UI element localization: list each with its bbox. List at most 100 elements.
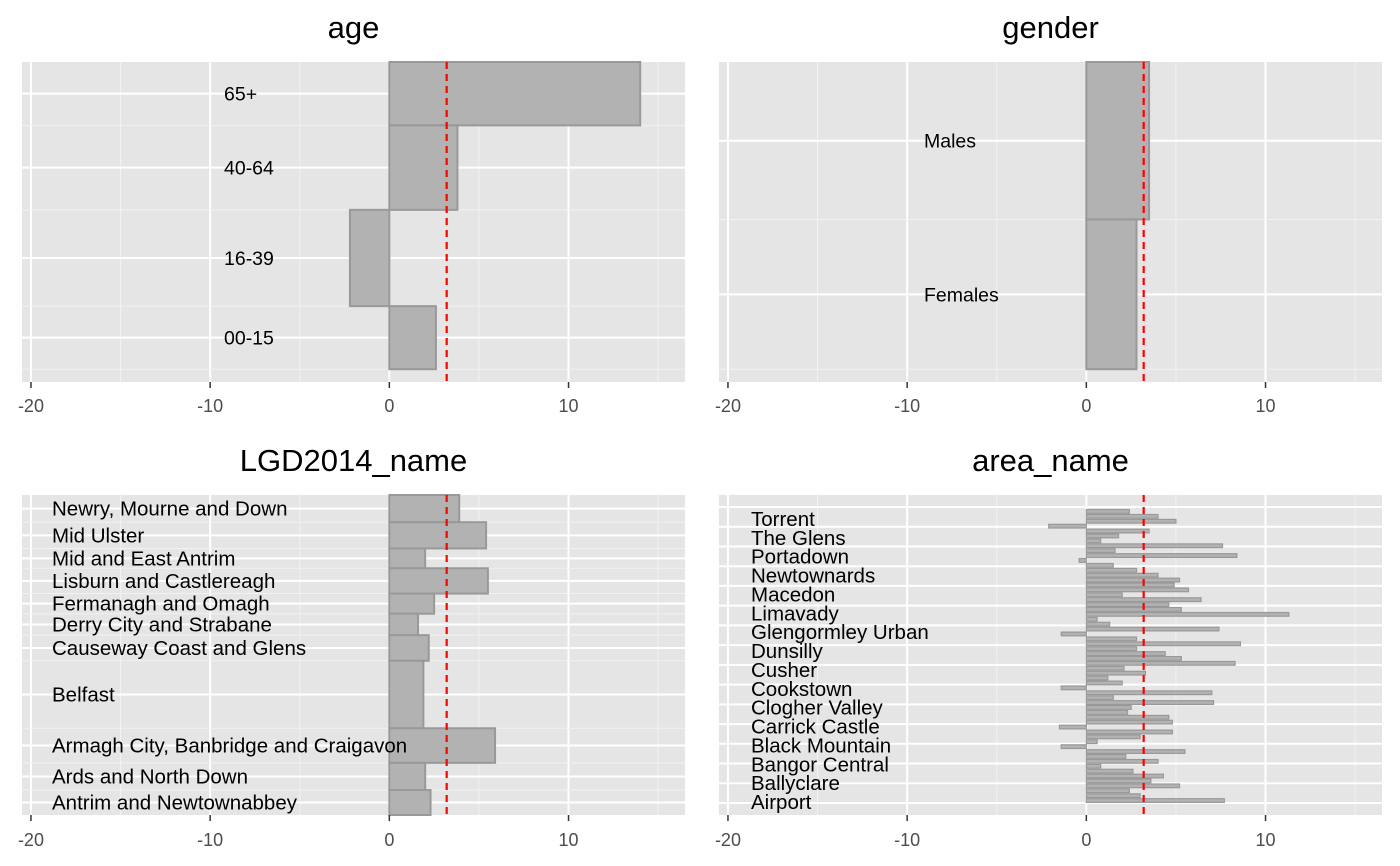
bar [1085, 719, 1173, 725]
bar [1085, 749, 1186, 755]
category-label: Cookstown [751, 678, 852, 701]
category-label: Mid and East Antrim [52, 547, 235, 570]
category-label: Newry, Mourne and Down [52, 498, 287, 521]
bar [1085, 509, 1130, 514]
bar [1085, 758, 1159, 764]
bar [1085, 734, 1141, 740]
bar [1058, 724, 1087, 730]
bar [1085, 763, 1102, 769]
bar [1085, 655, 1182, 661]
bar [1085, 602, 1170, 608]
x-tick-label: -20 [715, 396, 741, 416]
bar [1085, 788, 1130, 794]
category-label: Lisburn and Castlereagh [52, 570, 275, 593]
bar [1085, 680, 1123, 686]
panel-background [719, 62, 1382, 382]
category-label: Portadown [751, 546, 849, 569]
bar [1085, 773, 1164, 779]
bar [1085, 714, 1170, 720]
bar [388, 547, 427, 570]
bar [1085, 798, 1225, 804]
bar [1085, 695, 1114, 701]
bar [1085, 675, 1109, 681]
bar [388, 567, 489, 595]
x-tick-label: -20 [18, 830, 44, 850]
bar [1085, 729, 1173, 735]
bar [1085, 690, 1213, 696]
category-label: Antrim and Newtownabbey [52, 792, 298, 815]
bar [1085, 61, 1151, 221]
category-label: Mid Ulster [52, 524, 144, 547]
bar [1085, 562, 1114, 568]
bar [1085, 572, 1159, 578]
bar [1085, 587, 1190, 593]
category-label: Torrent [751, 508, 815, 531]
bar [1085, 533, 1120, 539]
bar [1085, 611, 1290, 617]
category-label: 00-15 [224, 328, 274, 350]
bar [1085, 626, 1220, 632]
bar [388, 521, 488, 550]
bar [348, 208, 391, 308]
x-tick-label: 10 [559, 396, 579, 416]
bar [1085, 621, 1111, 627]
panel-age: 65+ 40-64 16-39 00-15 age -20 -10 0 10 [18, 10, 685, 416]
bar [1085, 616, 1098, 622]
category-label: Black Mountain [751, 734, 891, 757]
category-label: Males [924, 131, 976, 153]
bar [1085, 783, 1181, 789]
bar [1085, 543, 1224, 549]
bar [1060, 685, 1087, 691]
category-label: Glengormley Urban [751, 621, 929, 644]
x-tick-label: 10 [1256, 396, 1276, 416]
x-tick-label: 0 [1081, 396, 1091, 416]
x-tick-label: -10 [894, 830, 920, 850]
bar [1085, 793, 1141, 799]
bar [1085, 739, 1098, 745]
category-label: 16-39 [224, 248, 274, 270]
bar [1085, 646, 1138, 652]
category-label: Armagh City, Banbridge and Craigavon [52, 735, 407, 758]
bar [388, 789, 432, 816]
category-label: Ards and North Down [52, 765, 248, 788]
category-label: Clogher Valley [751, 697, 884, 720]
bar [1085, 513, 1159, 519]
bar [388, 494, 461, 524]
category-label: Ballyclare [751, 772, 840, 795]
bar [1085, 700, 1215, 706]
bar [1085, 660, 1236, 666]
category-label: Bangor Central [751, 753, 889, 776]
bar [1060, 631, 1087, 637]
x-tick-label: -10 [197, 830, 223, 850]
bar [1085, 768, 1134, 774]
bar [1085, 518, 1177, 524]
panel-background [719, 495, 1382, 815]
category-label: Females [924, 284, 999, 306]
bar [1085, 641, 1242, 647]
panel-gender: Males Females gender -20 -10 0 10 [715, 10, 1382, 416]
bar [1085, 577, 1181, 583]
x-tick-label: 0 [384, 830, 394, 850]
bar [388, 592, 436, 615]
bar [1085, 753, 1127, 759]
bar [388, 305, 437, 371]
x-tick-label: 0 [384, 396, 394, 416]
bar [1060, 744, 1087, 750]
bar [1085, 636, 1138, 642]
category-label: Carrick Castle [751, 716, 880, 739]
bar [1048, 523, 1087, 529]
panel-title: area_name [972, 443, 1129, 478]
x-tick-label: -10 [197, 396, 223, 416]
x-tick-label: 10 [1256, 830, 1276, 850]
panel-title: age [328, 10, 380, 45]
x-tick-label: -20 [18, 396, 44, 416]
category-label: Causeway Coast and Glens [52, 637, 306, 660]
category-label: 65+ [224, 84, 257, 106]
bar [1085, 548, 1116, 554]
category-label: Limavady [751, 602, 839, 625]
panel-title: LGD2014_name [240, 443, 468, 478]
x-tick-label: 10 [559, 830, 579, 850]
category-label: Dunsilly [751, 640, 824, 663]
bar [1085, 597, 1202, 603]
